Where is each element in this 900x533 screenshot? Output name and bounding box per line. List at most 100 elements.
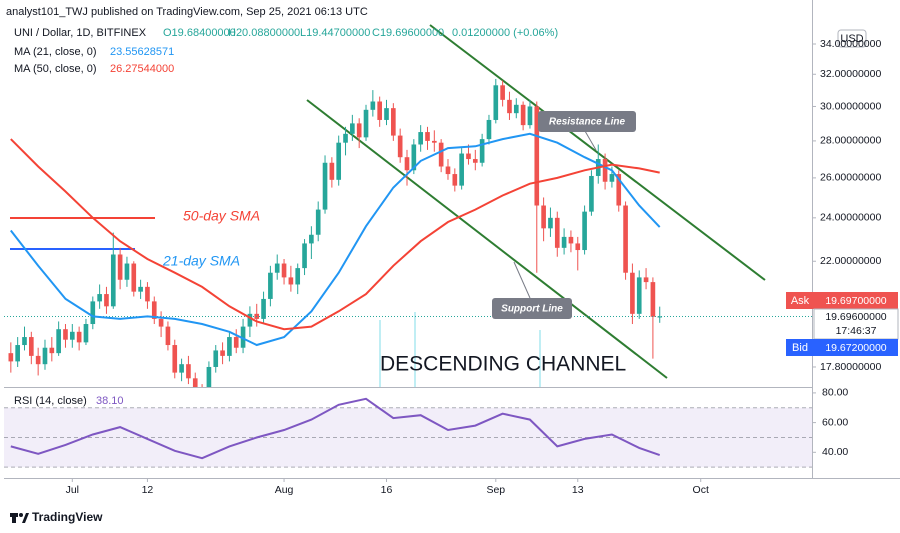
annotation-box (538, 111, 636, 132)
candle-body (350, 123, 355, 134)
candle-body (520, 104, 526, 126)
candle-body (145, 286, 150, 302)
annotation: 50-day SMA (183, 208, 260, 224)
candle-body (302, 243, 307, 269)
y-tick-label: 24.00000000 (820, 212, 881, 224)
candle-body (363, 109, 369, 138)
candle-body (35, 355, 41, 365)
candle-body (233, 337, 239, 348)
candle-body (445, 166, 451, 175)
rsi-tick-label: 80.00 (822, 387, 848, 399)
candle-body (213, 350, 219, 367)
x-tick-label: Jul (66, 484, 79, 496)
rsi-line (10, 397, 661, 460)
bid-label: Bid (792, 342, 808, 354)
candle-body (534, 106, 540, 206)
candle-body (322, 162, 328, 210)
candle-body (589, 175, 594, 212)
ask-tag (814, 292, 898, 309)
ohlc-high: H20.08800000 (228, 27, 300, 39)
candle-body (507, 99, 512, 114)
rsi-tick-label: 40.00 (822, 446, 848, 458)
legend-value: 23.55628571 (110, 46, 174, 58)
candle-body (192, 378, 198, 387)
candle-body (343, 133, 348, 143)
ohlc-low: L19.44700000 (300, 27, 370, 39)
y-tick-label: 30.00000000 (820, 100, 881, 112)
candle-body (309, 234, 314, 244)
symbol: UNI / Dollar, 1D, BITFINEX (14, 27, 147, 39)
candle-body (636, 277, 642, 314)
candle-body (582, 211, 587, 251)
candle-body (561, 236, 567, 248)
legend-value: 26.27544000 (110, 63, 174, 75)
candle-body (131, 263, 137, 292)
candle-body (288, 277, 294, 285)
candle-body (623, 205, 628, 273)
candle-body (22, 337, 27, 346)
candle-body (575, 243, 581, 251)
candle-body (42, 347, 48, 365)
candle-body (643, 277, 649, 283)
candle-body (486, 119, 492, 140)
x-tick-label: 16 (381, 484, 393, 496)
candle-body (240, 326, 246, 348)
rsi-value: 38.10 (96, 395, 124, 407)
candle-body (356, 123, 362, 138)
candle-body (568, 236, 574, 244)
annotation-arrow (513, 261, 531, 299)
candle-body (336, 142, 342, 180)
candle-body (117, 254, 123, 280)
candle-body (247, 313, 253, 327)
legend-name: MA (50, close, 0) (14, 63, 97, 75)
candle-body (110, 254, 116, 307)
candle-body (616, 174, 622, 206)
candle-body (206, 366, 212, 387)
rsi-tick-label: 60.00 (822, 416, 848, 428)
candle-body (438, 142, 444, 167)
candle-body (657, 316, 663, 318)
x-tick-label: Oct (693, 484, 709, 496)
candle-body (90, 301, 96, 325)
currency-box (837, 29, 867, 48)
candle-body (281, 263, 287, 278)
candle-body (493, 85, 499, 120)
candle-body (452, 174, 458, 186)
annotation-box (492, 298, 572, 319)
candle-body (513, 104, 519, 114)
rsi-pane (4, 397, 812, 468)
candle-body (630, 272, 635, 314)
candle-body (391, 108, 396, 136)
x-tick-label: Aug (275, 484, 294, 496)
candle-body (56, 329, 61, 354)
y-tick-label: 32.00000000 (820, 68, 881, 80)
candle-body (377, 101, 383, 120)
moving-average (10, 138, 660, 331)
candle-body (602, 159, 608, 182)
candle-body (650, 282, 656, 317)
candle-body (609, 174, 615, 182)
candle-body (220, 350, 225, 356)
rsi-name: RSI (14, close) (14, 395, 87, 407)
bid-tag (786, 339, 814, 356)
ask-price: 19.69700000 (825, 295, 886, 307)
ohlc-change: 0.01200000 (+0.06%) (452, 27, 558, 39)
candle-body (28, 337, 34, 356)
candle-body (165, 326, 171, 346)
candle-body (172, 345, 178, 373)
ask-label: Ask (791, 295, 810, 307)
channel-line (429, 24, 766, 281)
candle-body (527, 106, 533, 126)
ask-tag (786, 292, 814, 309)
candle-body (548, 217, 553, 229)
footer-logo (10, 513, 29, 523)
candle-body (466, 153, 471, 160)
candle-body (459, 153, 464, 186)
candle-body (83, 324, 89, 343)
candle-body (472, 159, 478, 163)
candle-body (315, 209, 321, 235)
annotation: 21-day SMA (162, 253, 240, 269)
y-tick-label: 34.00000000 (820, 38, 881, 50)
candle-body (138, 286, 143, 292)
